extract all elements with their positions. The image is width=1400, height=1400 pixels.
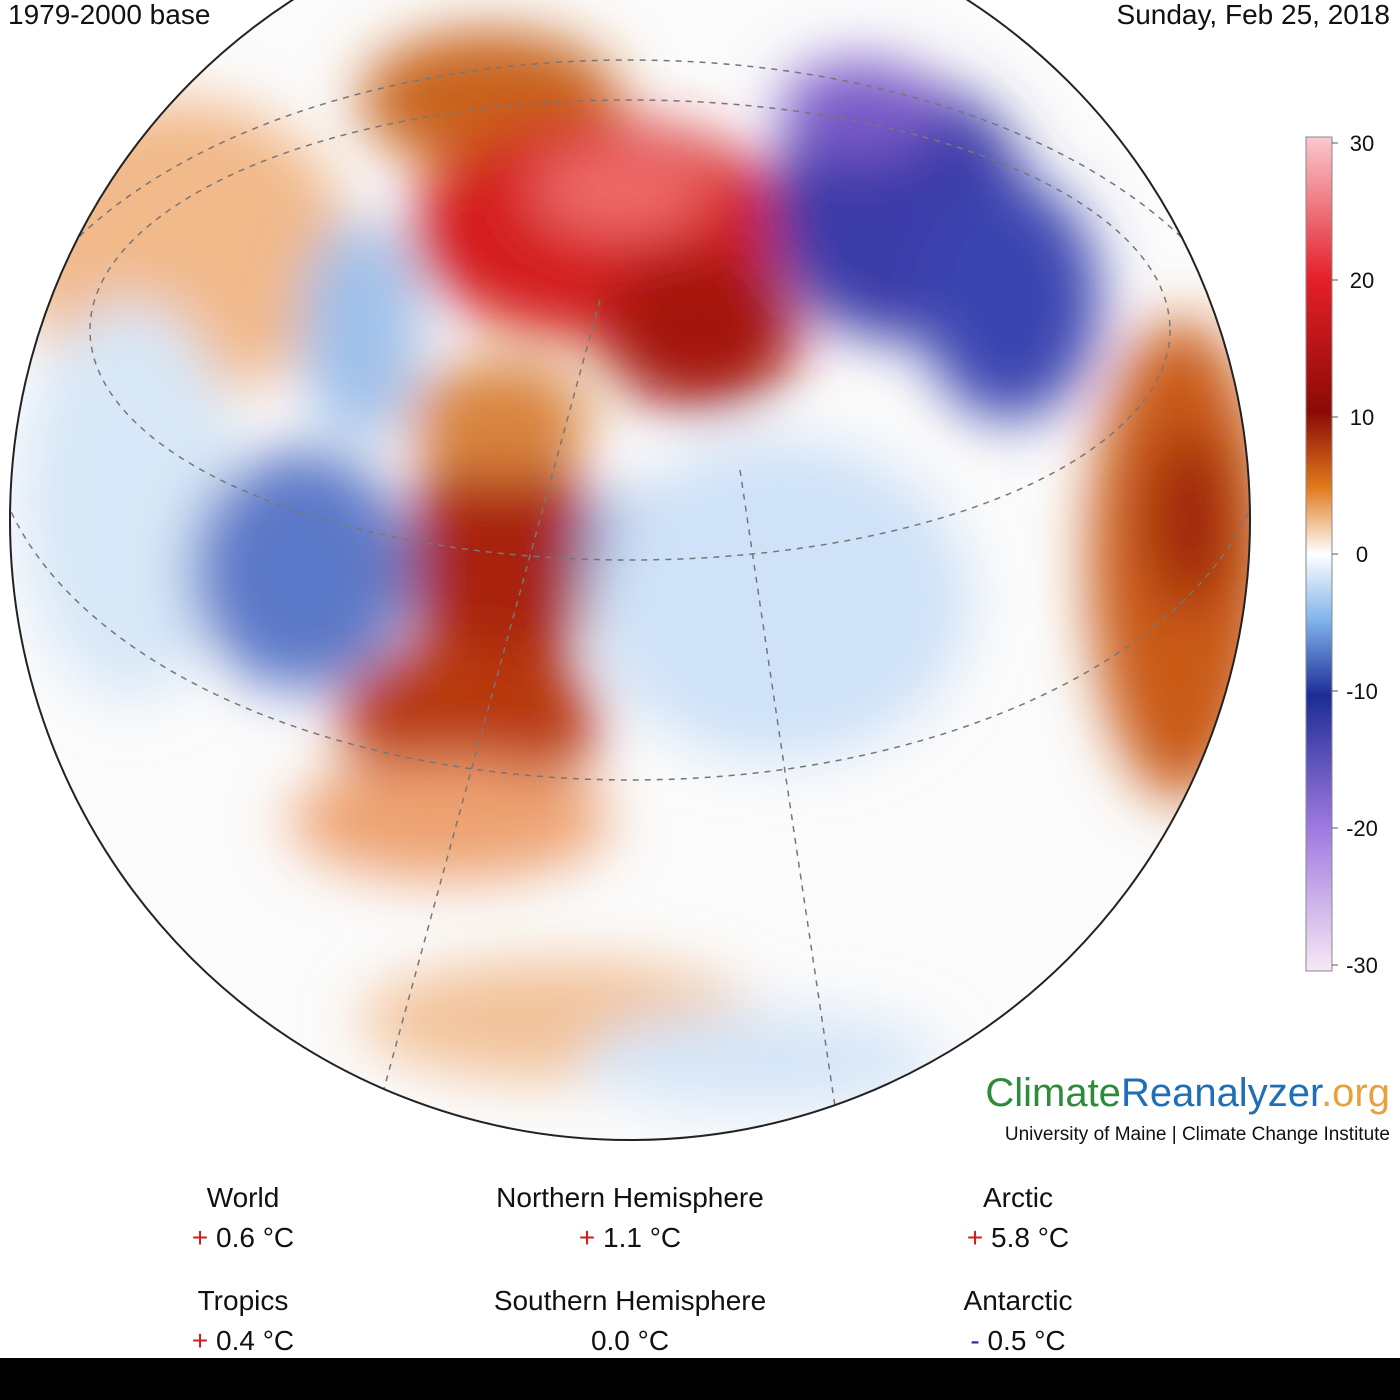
stat-space <box>983 1222 991 1253</box>
colorbar-tick-label: -30 <box>1346 953 1378 978</box>
stat-space <box>208 1325 216 1356</box>
stat-sign: + <box>192 1222 208 1253</box>
stat-value: 0.0 °C <box>591 1325 669 1356</box>
stat-number: 0.6 °C <box>216 1222 294 1253</box>
logo-part: Climate <box>985 1071 1121 1115</box>
stat-value: + 0.4 °C <box>192 1325 294 1356</box>
colorbar-tick-label: 30 <box>1350 131 1374 156</box>
stat-name: Tropics <box>198 1285 289 1316</box>
logo-subtitle: University of Maine | Climate Change Ins… <box>1005 1124 1390 1145</box>
stat-number: 1.1 °C <box>603 1222 681 1253</box>
stat-name: World <box>207 1182 280 1213</box>
stat-sign: - <box>970 1325 979 1356</box>
stat-value: - 0.5 °C <box>970 1325 1065 1356</box>
colorbar-tick-label: -20 <box>1346 816 1378 841</box>
stat-sign: + <box>579 1222 595 1253</box>
globe-outline <box>9 0 1251 1141</box>
bottom-bar <box>0 1358 1400 1400</box>
stat-number: 5.8 °C <box>991 1222 1069 1253</box>
colorbar <box>1305 136 1333 972</box>
header-right: Sunday, Feb 25, 2018 <box>1117 0 1390 30</box>
stat-number: 0.5 °C <box>987 1325 1065 1356</box>
colorbar-tick-label: -10 <box>1346 679 1378 704</box>
stat-name: Northern Hemisphere <box>496 1182 764 1213</box>
stat-value: + 5.8 °C <box>967 1222 1069 1253</box>
colorbar-tick-label: 20 <box>1350 268 1374 293</box>
stat-number: 0.4 °C <box>216 1325 294 1356</box>
logo-part: Reanalyzer <box>1121 1071 1323 1115</box>
colorbar-ticks: 30 20 10 0 -10 -20 -30 <box>1332 131 1378 978</box>
stat-value: + 0.6 °C <box>192 1222 294 1253</box>
stat-space <box>980 1325 988 1356</box>
stat-number: 0.0 °C <box>591 1325 669 1356</box>
graticule <box>10 59 1250 1140</box>
colorbar-tick-label: 10 <box>1350 405 1374 430</box>
colorbar-tick-label: 0 <box>1356 542 1368 567</box>
stat-sign: + <box>192 1325 208 1356</box>
stat-name: Arctic <box>983 1182 1053 1213</box>
logo: ClimateReanalyzer.org <box>985 1071 1390 1115</box>
stat-sign: + <box>967 1222 983 1253</box>
logo-part: .org <box>1321 1071 1390 1115</box>
stat-name: Antarctic <box>964 1285 1073 1316</box>
stats: World + 0.6 °C Northern Hemisphere + 1.1 °C… <box>192 1182 1073 1356</box>
stat-value: + 1.1 °C <box>579 1222 681 1253</box>
stat-name: Southern Hemisphere <box>494 1285 766 1316</box>
stat-space <box>595 1222 603 1253</box>
stat-space <box>208 1222 216 1253</box>
header-left: 1979-2000 base <box>8 0 210 30</box>
